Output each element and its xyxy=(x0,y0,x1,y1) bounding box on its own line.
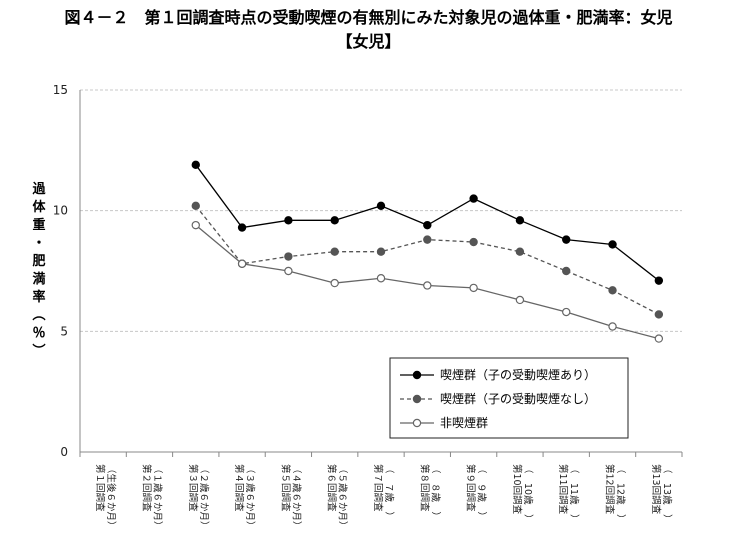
y-tick-label: 5 xyxy=(60,324,68,338)
legend-item: 喫煙群（子の受動喫煙あり） xyxy=(400,368,596,382)
x-tick-label: 第13回調査（ 13歳 ） xyxy=(650,464,673,524)
y-tick-label: 15 xyxy=(53,83,68,97)
x-tick-label-line: （ ９歳 ） xyxy=(476,464,488,521)
legend: 喫煙群（子の受動喫煙あり） 喫煙群（子の受動喫煙なし） 非喫煙群 xyxy=(389,357,629,439)
x-tick-label-line: 第９回調査 xyxy=(465,464,477,512)
x-tick-label-line: 第６回調査 xyxy=(326,464,338,512)
x-tick-label: 第７回調査（ ７歳 ） xyxy=(372,464,395,521)
x-tick-label-line: （３歳６か月） xyxy=(244,464,256,531)
x-tick-label: 第３回調査 （２歳６か月） xyxy=(187,464,210,531)
x-tick-label: 第２回調査 （１歳６か月） xyxy=(140,464,163,531)
data-point xyxy=(608,322,617,331)
data-point xyxy=(608,240,617,249)
series-1 xyxy=(191,160,664,285)
data-point xyxy=(562,266,571,276)
data-point xyxy=(562,235,571,244)
chart-subtitle: 【女児】 xyxy=(336,32,401,51)
legend-item: 非喫煙群 xyxy=(400,416,488,430)
x-tick-label-line: 第４回調査 xyxy=(233,464,245,512)
legend-item: 喫煙群（子の受動喫煙なし） xyxy=(400,392,596,406)
data-point xyxy=(330,216,339,225)
data-point xyxy=(654,310,664,319)
data-point xyxy=(515,216,525,225)
y-tick-labels: 0 5 10 15 xyxy=(53,83,68,459)
data-point xyxy=(515,295,525,305)
x-tick-label: 第８回調査（ ８歳 ） xyxy=(418,464,441,521)
x-tick-label-line: 第７回調査 xyxy=(372,464,384,512)
legend-label: 喫煙群（子の受動喫煙なし） xyxy=(440,392,596,406)
x-tick-labels: 第１回調査 （生後６か月） 第２回調査 （１歳６か月） 第３回調査 （２歳６か月） 第４回調… xyxy=(94,464,673,531)
y-axis-label: 過体重・肥満率︵％︶ xyxy=(31,181,46,359)
x-tick-label-line: （ ８歳 ） xyxy=(429,464,441,521)
x-tick-label: 第１回調査 （生後６か月） xyxy=(94,464,117,531)
axes xyxy=(79,90,683,457)
data-point xyxy=(423,220,432,230)
legend-marker xyxy=(412,418,422,428)
x-tick-label-line: 第３回調査 xyxy=(187,464,199,512)
x-tick-label-line: 第11回調査 xyxy=(557,464,569,515)
data-point xyxy=(608,286,617,295)
x-tick-label-line: 第１回調査 xyxy=(94,464,106,512)
data-point xyxy=(330,278,339,288)
data-point xyxy=(515,247,525,256)
data-point xyxy=(423,235,432,244)
x-tick-label: 第６回調査 （５歳６か月） xyxy=(326,464,349,531)
data-point xyxy=(469,237,478,247)
x-tick-label-line: （５歳６か月） xyxy=(337,464,349,531)
series-2 xyxy=(191,201,664,319)
data-point xyxy=(469,283,478,293)
x-tick-label-line: （ 13歳 ） xyxy=(661,464,673,524)
x-tick-label-line: 第５回調査 xyxy=(279,464,291,512)
legend-label: 喫煙群（子の受動喫煙あり） xyxy=(440,368,596,382)
series xyxy=(191,160,664,343)
data-point xyxy=(191,160,200,170)
y-axis-label-text: 過体重・肥満率︵％︶ xyxy=(31,181,46,359)
legend-marker xyxy=(412,394,422,404)
y-tick-label: 0 xyxy=(60,445,68,459)
data-point xyxy=(562,307,571,317)
gridlines xyxy=(80,89,682,332)
data-point xyxy=(469,194,478,203)
data-point xyxy=(237,223,247,232)
data-point xyxy=(284,266,293,276)
data-point xyxy=(376,247,386,256)
x-tick-label-line: （ 10歳 ） xyxy=(522,464,534,524)
data-point xyxy=(191,220,200,230)
y-tick-label: 10 xyxy=(53,204,68,218)
x-tick-label-line: （ 11歳 ） xyxy=(568,464,580,524)
series-3 xyxy=(191,220,664,343)
data-point xyxy=(654,334,664,343)
data-point xyxy=(423,281,432,290)
x-tick-label: 第５回調査 （４歳６か月） xyxy=(279,464,302,531)
x-tick-label-line: （ ７歳 ） xyxy=(383,464,395,521)
legend-marker xyxy=(412,370,422,380)
data-point xyxy=(330,247,339,256)
data-point xyxy=(191,201,200,211)
x-tick-label: 第12回調査（ 12歳 ） xyxy=(604,464,627,524)
data-point xyxy=(284,216,293,225)
x-tick-label-line: 第２回調査 xyxy=(140,464,152,512)
chart-title: 図４－２ 第１回調査時点の受動喫煙の有無別にみた対象児の過体重・肥満率：女児 xyxy=(64,8,673,27)
data-point xyxy=(376,274,386,283)
x-tick-label-line: 第８回調査 xyxy=(418,464,430,512)
x-tick-label: 第４回調査 （３歳６か月） xyxy=(233,464,256,531)
x-tick-label: 第９回調査（ ９歳 ） xyxy=(465,464,488,521)
data-point xyxy=(237,259,247,268)
data-point xyxy=(376,201,386,211)
x-tick-label-line: （４歳６か月） xyxy=(290,464,302,531)
x-tick-label-line: （ 12歳 ） xyxy=(615,464,627,524)
x-tick-label-line: （２歳６か月） xyxy=(198,464,210,531)
x-tick-label-line: （生後６か月） xyxy=(105,464,117,531)
data-point xyxy=(654,276,664,285)
legend-label: 非喫煙群 xyxy=(440,416,488,430)
legend-box xyxy=(389,357,629,439)
x-tick-label: 第11回調査（ 11歳 ） xyxy=(557,464,580,524)
x-tick-label: 第10回調査（ 10歳 ） xyxy=(511,464,534,524)
x-tick-label-line: （１歳６か月） xyxy=(151,464,163,531)
x-tick-label-line: 第10回調査 xyxy=(511,464,523,515)
x-tick-label-line: 第12回調査 xyxy=(604,464,616,515)
data-point xyxy=(284,252,293,261)
x-tick-label-line: 第13回調査 xyxy=(650,464,662,515)
